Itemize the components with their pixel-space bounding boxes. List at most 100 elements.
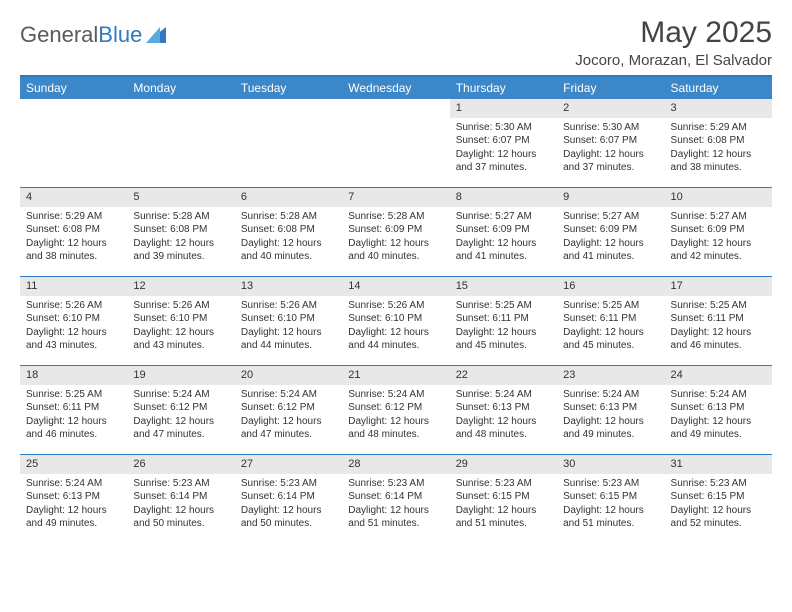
- calendar-cell: [342, 99, 449, 187]
- sunset-text: Sunset: 6:12 PM: [241, 401, 336, 415]
- calendar-cell: 29Sunrise: 5:23 AMSunset: 6:15 PMDayligh…: [450, 455, 557, 543]
- day-number: 18: [20, 366, 127, 385]
- day-details: Sunrise: 5:23 AMSunset: 6:15 PMDaylight:…: [557, 474, 664, 537]
- calendar-row: 4Sunrise: 5:29 AMSunset: 6:08 PMDaylight…: [20, 187, 772, 276]
- daylight-text: Daylight: 12 hours and 46 minutes.: [671, 326, 766, 353]
- sunset-text: Sunset: 6:14 PM: [348, 490, 443, 504]
- daylight-text: Daylight: 12 hours and 38 minutes.: [671, 148, 766, 175]
- day-details: Sunrise: 5:23 AMSunset: 6:15 PMDaylight:…: [450, 474, 557, 537]
- calendar: Sunday Monday Tuesday Wednesday Thursday…: [20, 75, 772, 543]
- day-details: Sunrise: 5:24 AMSunset: 6:12 PMDaylight:…: [235, 385, 342, 448]
- day-number: 5: [127, 188, 234, 207]
- weekday-thursday: Thursday: [450, 77, 557, 99]
- day-number: 1: [450, 99, 557, 118]
- calendar-header-row: Sunday Monday Tuesday Wednesday Thursday…: [20, 77, 772, 99]
- sunset-text: Sunset: 6:09 PM: [348, 223, 443, 237]
- daylight-text: Daylight: 12 hours and 48 minutes.: [348, 415, 443, 442]
- calendar-cell: 11Sunrise: 5:26 AMSunset: 6:10 PMDayligh…: [20, 277, 127, 365]
- day-number: 15: [450, 277, 557, 296]
- weekday-tuesday: Tuesday: [235, 77, 342, 99]
- sunrise-text: Sunrise: 5:30 AM: [563, 121, 658, 135]
- day-number: 2: [557, 99, 664, 118]
- day-details: Sunrise: 5:29 AMSunset: 6:08 PMDaylight:…: [665, 118, 772, 181]
- calendar-cell: 15Sunrise: 5:25 AMSunset: 6:11 PMDayligh…: [450, 277, 557, 365]
- calendar-cell: 20Sunrise: 5:24 AMSunset: 6:12 PMDayligh…: [235, 366, 342, 454]
- day-details: Sunrise: 5:25 AMSunset: 6:11 PMDaylight:…: [665, 296, 772, 359]
- calendar-cell: 22Sunrise: 5:24 AMSunset: 6:13 PMDayligh…: [450, 366, 557, 454]
- calendar-cell: [235, 99, 342, 187]
- calendar-cell: 31Sunrise: 5:23 AMSunset: 6:15 PMDayligh…: [665, 455, 772, 543]
- calendar-cell: 13Sunrise: 5:26 AMSunset: 6:10 PMDayligh…: [235, 277, 342, 365]
- daylight-text: Daylight: 12 hours and 47 minutes.: [133, 415, 228, 442]
- sunset-text: Sunset: 6:09 PM: [671, 223, 766, 237]
- day-number: 20: [235, 366, 342, 385]
- sunrise-text: Sunrise: 5:23 AM: [133, 477, 228, 491]
- logo-text-general: General: [20, 22, 98, 48]
- day-details: Sunrise: 5:24 AMSunset: 6:13 PMDaylight:…: [450, 385, 557, 448]
- day-details: Sunrise: 5:24 AMSunset: 6:13 PMDaylight:…: [20, 474, 127, 537]
- sunrise-text: Sunrise: 5:24 AM: [671, 388, 766, 402]
- day-number: 16: [557, 277, 664, 296]
- day-number: 4: [20, 188, 127, 207]
- day-number: 21: [342, 366, 449, 385]
- sunset-text: Sunset: 6:14 PM: [241, 490, 336, 504]
- day-details: Sunrise: 5:27 AMSunset: 6:09 PMDaylight:…: [450, 207, 557, 270]
- daylight-text: Daylight: 12 hours and 40 minutes.: [348, 237, 443, 264]
- daylight-text: Daylight: 12 hours and 49 minutes.: [671, 415, 766, 442]
- sunrise-text: Sunrise: 5:23 AM: [671, 477, 766, 491]
- day-number: 22: [450, 366, 557, 385]
- daylight-text: Daylight: 12 hours and 44 minutes.: [241, 326, 336, 353]
- day-details: Sunrise: 5:26 AMSunset: 6:10 PMDaylight:…: [235, 296, 342, 359]
- calendar-cell: 24Sunrise: 5:24 AMSunset: 6:13 PMDayligh…: [665, 366, 772, 454]
- daylight-text: Daylight: 12 hours and 49 minutes.: [26, 504, 121, 531]
- sunrise-text: Sunrise: 5:27 AM: [671, 210, 766, 224]
- sunrise-text: Sunrise: 5:23 AM: [241, 477, 336, 491]
- calendar-cell: 30Sunrise: 5:23 AMSunset: 6:15 PMDayligh…: [557, 455, 664, 543]
- calendar-cell: 23Sunrise: 5:24 AMSunset: 6:13 PMDayligh…: [557, 366, 664, 454]
- daylight-text: Daylight: 12 hours and 38 minutes.: [26, 237, 121, 264]
- day-number: 3: [665, 99, 772, 118]
- sunrise-text: Sunrise: 5:27 AM: [563, 210, 658, 224]
- calendar-cell: 19Sunrise: 5:24 AMSunset: 6:12 PMDayligh…: [127, 366, 234, 454]
- weekday-monday: Monday: [127, 77, 234, 99]
- sunset-text: Sunset: 6:13 PM: [26, 490, 121, 504]
- day-details: Sunrise: 5:23 AMSunset: 6:14 PMDaylight:…: [127, 474, 234, 537]
- sunset-text: Sunset: 6:10 PM: [348, 312, 443, 326]
- weekday-sunday: Sunday: [20, 77, 127, 99]
- sunrise-text: Sunrise: 5:28 AM: [133, 210, 228, 224]
- calendar-cell: 3Sunrise: 5:29 AMSunset: 6:08 PMDaylight…: [665, 99, 772, 187]
- calendar-row: 18Sunrise: 5:25 AMSunset: 6:11 PMDayligh…: [20, 365, 772, 454]
- sunrise-text: Sunrise: 5:24 AM: [241, 388, 336, 402]
- sunrise-text: Sunrise: 5:26 AM: [133, 299, 228, 313]
- day-details: Sunrise: 5:26 AMSunset: 6:10 PMDaylight:…: [342, 296, 449, 359]
- day-details: Sunrise: 5:26 AMSunset: 6:10 PMDaylight:…: [127, 296, 234, 359]
- daylight-text: Daylight: 12 hours and 37 minutes.: [563, 148, 658, 175]
- sunrise-text: Sunrise: 5:28 AM: [241, 210, 336, 224]
- calendar-cell: 25Sunrise: 5:24 AMSunset: 6:13 PMDayligh…: [20, 455, 127, 543]
- sunrise-text: Sunrise: 5:24 AM: [133, 388, 228, 402]
- sunset-text: Sunset: 6:10 PM: [26, 312, 121, 326]
- daylight-text: Daylight: 12 hours and 45 minutes.: [456, 326, 551, 353]
- calendar-cell: 6Sunrise: 5:28 AMSunset: 6:08 PMDaylight…: [235, 188, 342, 276]
- day-number: 25: [20, 455, 127, 474]
- day-number: 10: [665, 188, 772, 207]
- calendar-cell: [20, 99, 127, 187]
- calendar-cell: 10Sunrise: 5:27 AMSunset: 6:09 PMDayligh…: [665, 188, 772, 276]
- day-number: 13: [235, 277, 342, 296]
- day-number: 17: [665, 277, 772, 296]
- day-number: 31: [665, 455, 772, 474]
- day-number: 9: [557, 188, 664, 207]
- sunset-text: Sunset: 6:08 PM: [133, 223, 228, 237]
- day-details: Sunrise: 5:26 AMSunset: 6:10 PMDaylight:…: [20, 296, 127, 359]
- calendar-cell: 5Sunrise: 5:28 AMSunset: 6:08 PMDaylight…: [127, 188, 234, 276]
- day-details: Sunrise: 5:28 AMSunset: 6:08 PMDaylight:…: [235, 207, 342, 270]
- sunrise-text: Sunrise: 5:23 AM: [348, 477, 443, 491]
- day-details: Sunrise: 5:30 AMSunset: 6:07 PMDaylight:…: [450, 118, 557, 181]
- daylight-text: Daylight: 12 hours and 46 minutes.: [26, 415, 121, 442]
- daylight-text: Daylight: 12 hours and 49 minutes.: [563, 415, 658, 442]
- day-details: Sunrise: 5:24 AMSunset: 6:13 PMDaylight:…: [665, 385, 772, 448]
- weekday-wednesday: Wednesday: [342, 77, 449, 99]
- daylight-text: Daylight: 12 hours and 51 minutes.: [456, 504, 551, 531]
- header-right: May 2025 Jocoro, Morazan, El Salvador: [575, 16, 772, 69]
- daylight-text: Daylight: 12 hours and 44 minutes.: [348, 326, 443, 353]
